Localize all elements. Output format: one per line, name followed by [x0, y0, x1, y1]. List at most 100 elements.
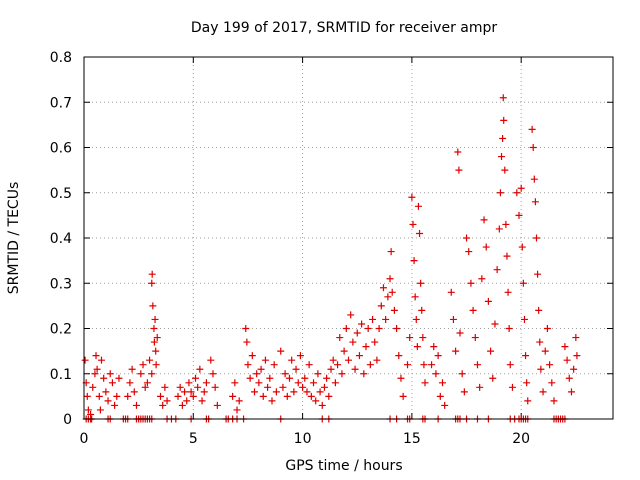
data-point	[113, 392, 121, 400]
data-point	[294, 379, 302, 387]
data-point	[397, 374, 405, 382]
data-point	[546, 361, 554, 369]
data-point	[467, 279, 475, 287]
data-point	[463, 234, 471, 242]
data-point	[325, 392, 333, 400]
data-point	[148, 279, 156, 287]
data-point	[312, 397, 320, 405]
data-point	[283, 392, 291, 400]
y-tick-label: 0.4	[50, 231, 72, 247]
data-point	[406, 334, 414, 342]
data-point	[183, 397, 191, 405]
data-point	[349, 338, 357, 346]
data-point	[522, 352, 530, 360]
data-point	[399, 392, 407, 400]
data-point	[480, 216, 488, 224]
data-point	[369, 315, 377, 323]
data-point	[174, 392, 182, 400]
data-point	[375, 325, 383, 332]
data-point	[565, 374, 573, 382]
data-point	[202, 379, 210, 387]
data-point	[285, 374, 293, 382]
data-point	[303, 388, 311, 396]
data-point	[517, 184, 525, 192]
data-point	[242, 325, 250, 332]
data-point	[523, 379, 531, 387]
data-point	[257, 365, 265, 373]
data-point	[364, 325, 372, 332]
data-point	[515, 211, 523, 219]
data-point	[296, 352, 304, 360]
data-point	[290, 388, 298, 396]
data-point	[231, 379, 239, 387]
data-point	[491, 320, 499, 328]
y-tick-label: 0.8	[50, 50, 72, 66]
data-point	[500, 116, 508, 124]
data-point	[268, 397, 276, 405]
data-point	[393, 325, 401, 332]
data-point	[531, 198, 539, 206]
data-point	[541, 347, 549, 355]
data-point	[496, 189, 504, 197]
data-point	[161, 383, 169, 391]
data-point	[449, 315, 457, 323]
data-point	[115, 374, 123, 382]
data-point	[428, 361, 436, 369]
y-tick-label: 0	[63, 412, 72, 428]
data-point	[353, 329, 361, 337]
data-point	[178, 401, 186, 409]
data-point	[469, 306, 477, 314]
data-point	[452, 347, 460, 355]
data-point	[499, 94, 507, 102]
data-point	[331, 379, 339, 387]
data-point	[176, 383, 184, 391]
data-point	[465, 248, 473, 256]
data-point	[299, 383, 307, 391]
data-point	[487, 347, 495, 355]
data-point	[548, 379, 556, 387]
data-point	[334, 361, 342, 369]
data-point	[358, 320, 366, 328]
plot-frame	[83, 56, 614, 420]
data-point	[351, 365, 359, 373]
data-point	[95, 392, 103, 400]
data-point	[83, 392, 91, 400]
data-point	[185, 379, 193, 387]
data-point	[567, 388, 575, 396]
x-tick-labels: 0 5 10 15 20	[80, 431, 531, 447]
data-point	[281, 370, 289, 378]
data-point	[102, 388, 110, 396]
data-point	[81, 356, 89, 364]
y-tick-label: 0.1	[50, 367, 72, 383]
data-point	[132, 401, 140, 409]
data-point	[377, 302, 385, 310]
data-point	[371, 338, 379, 346]
data-point	[458, 370, 466, 378]
data-point	[148, 370, 156, 378]
data-point	[307, 392, 315, 400]
data-point	[342, 325, 350, 332]
data-point	[198, 397, 206, 405]
data-point	[264, 383, 272, 391]
x-tick-label: 20	[512, 431, 530, 447]
data-point	[518, 243, 526, 251]
data-point	[277, 347, 285, 355]
data-point	[97, 356, 105, 364]
data-point	[502, 220, 510, 228]
data-point	[454, 148, 462, 156]
data-point	[384, 293, 392, 301]
data-point	[292, 365, 300, 373]
data-point	[270, 361, 278, 369]
data-point	[414, 202, 422, 210]
data-point	[189, 392, 197, 400]
data-point	[419, 334, 427, 342]
data-point	[572, 334, 580, 342]
data-point	[347, 311, 355, 319]
data-point	[432, 370, 440, 378]
data-point	[235, 397, 243, 405]
data-point	[243, 338, 251, 346]
data-point	[505, 325, 513, 332]
data-point	[196, 365, 204, 373]
data-point	[152, 361, 160, 369]
